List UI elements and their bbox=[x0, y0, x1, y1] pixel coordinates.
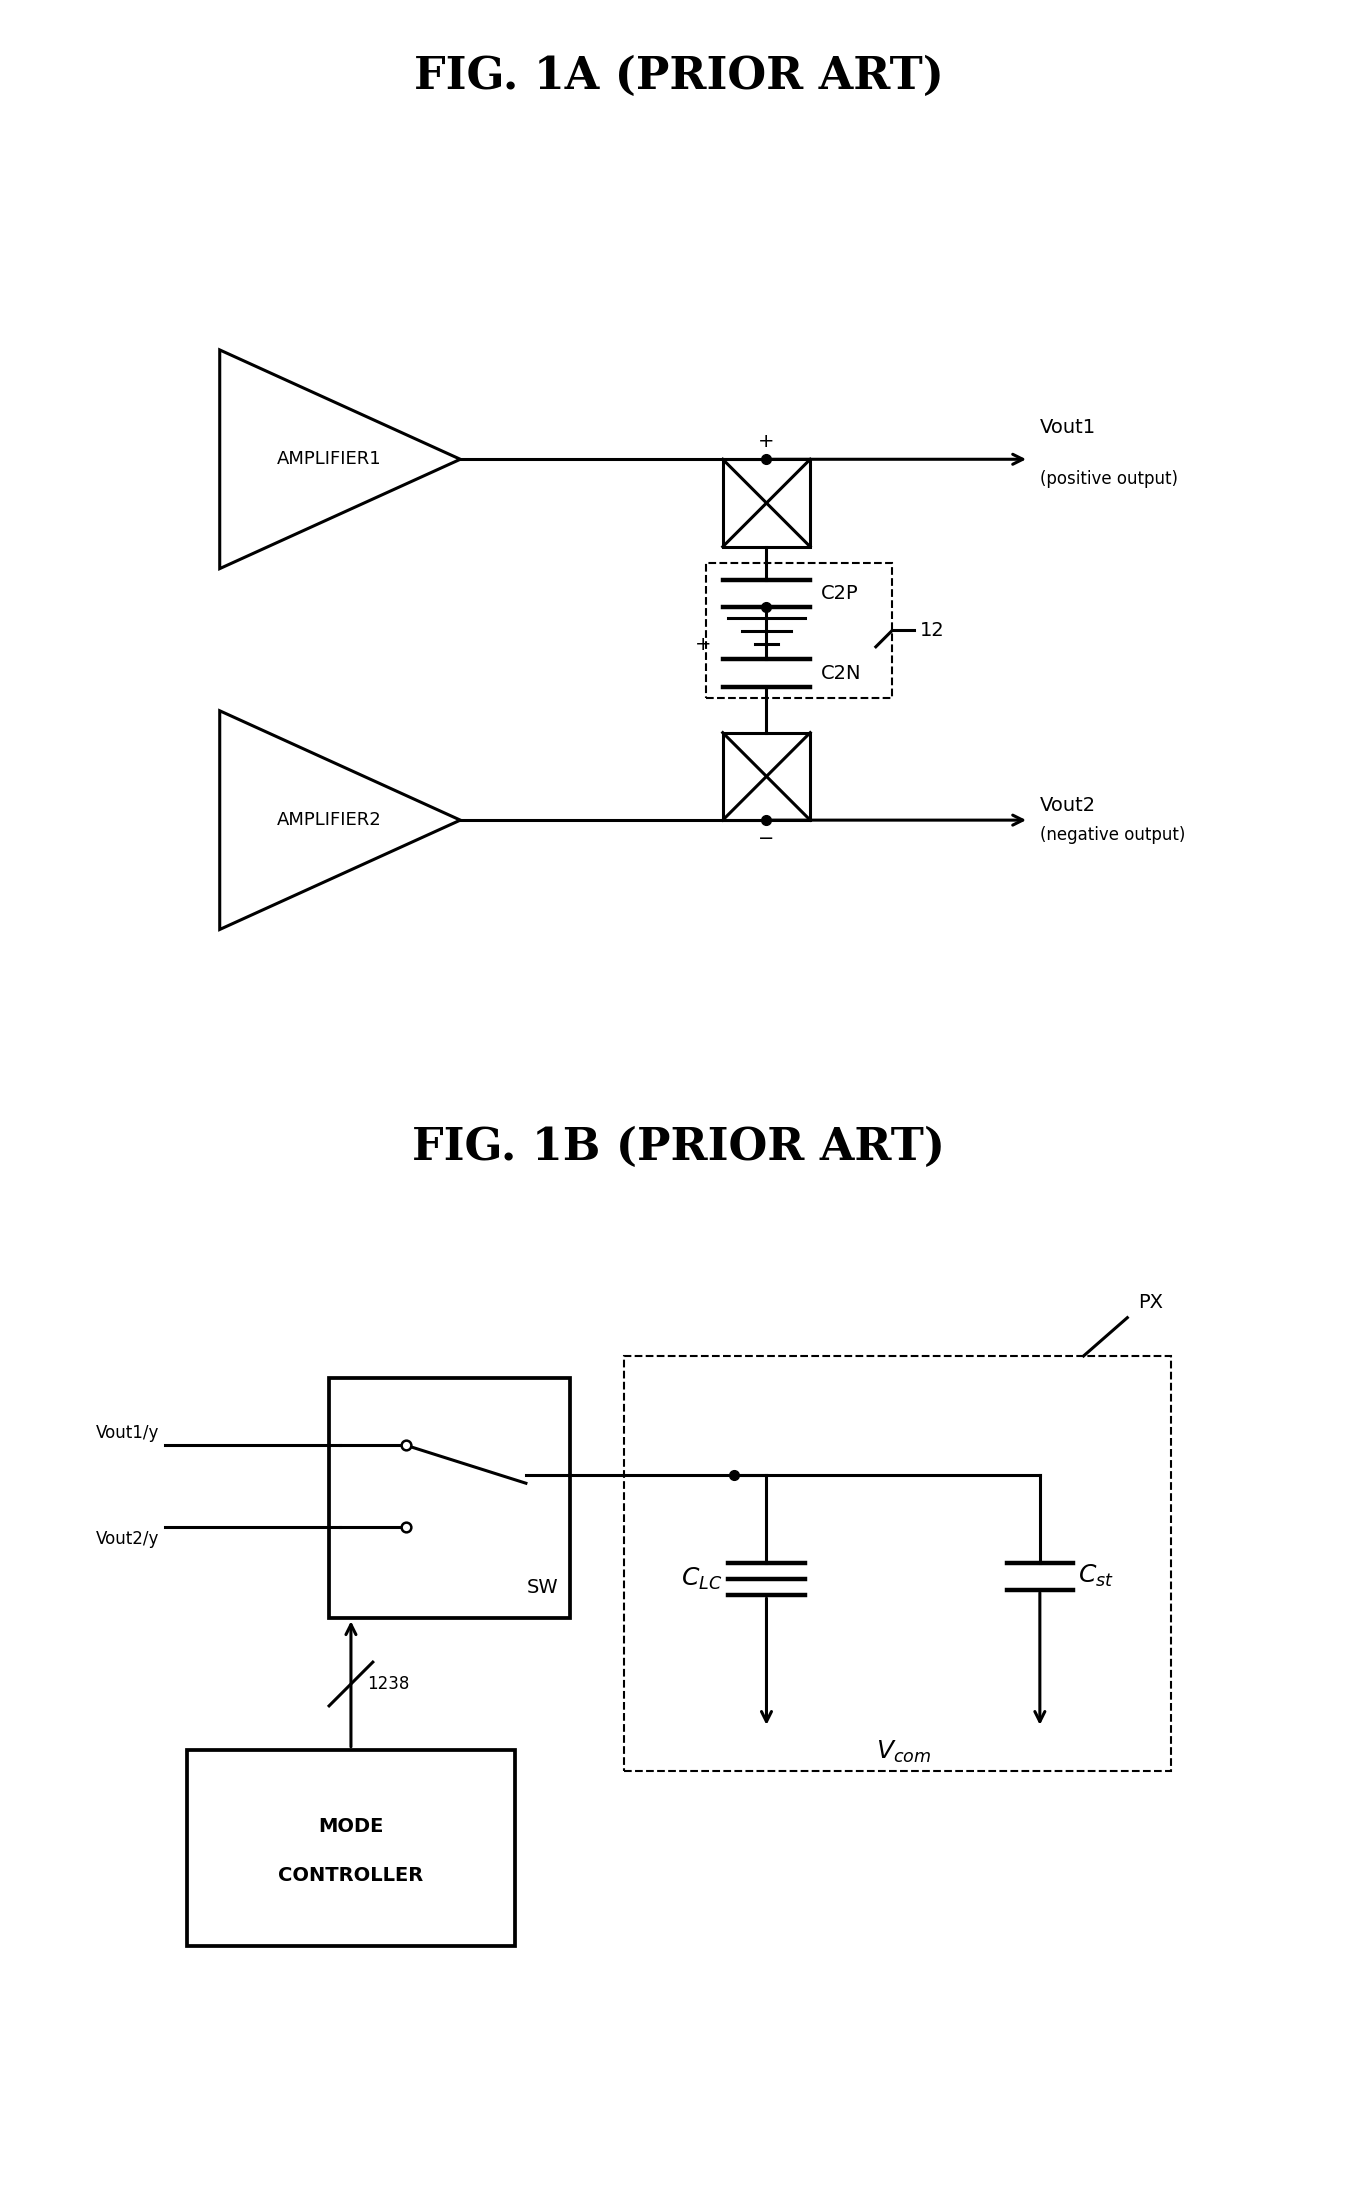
Text: AMPLIFIER2: AMPLIFIER2 bbox=[277, 811, 382, 829]
Bar bbox=[329, 1378, 569, 1618]
Text: (negative output): (negative output) bbox=[1040, 827, 1186, 844]
Text: $V_{com}$: $V_{com}$ bbox=[876, 1739, 930, 1765]
Bar bbox=[187, 1750, 515, 1946]
Text: MODE: MODE bbox=[318, 1817, 384, 1835]
Text: FIG. 1B (PRIOR ART): FIG. 1B (PRIOR ART) bbox=[413, 1126, 945, 1170]
Text: $C_{st}$: $C_{st}$ bbox=[1078, 1564, 1114, 1590]
Text: AMPLIFIER1: AMPLIFIER1 bbox=[277, 451, 382, 468]
Text: C2P: C2P bbox=[822, 584, 858, 604]
Bar bbox=[722, 459, 811, 547]
Text: SW: SW bbox=[527, 1577, 558, 1597]
Text: 1238: 1238 bbox=[368, 1675, 410, 1693]
Bar bbox=[625, 1356, 1171, 1771]
Text: PX: PX bbox=[1138, 1293, 1164, 1312]
Bar bbox=[722, 733, 811, 820]
Text: 12: 12 bbox=[919, 621, 944, 641]
Text: C2N: C2N bbox=[822, 663, 862, 682]
Text: Vout1: Vout1 bbox=[1040, 418, 1096, 437]
Text: Vout1/y: Vout1/y bbox=[96, 1424, 160, 1441]
Text: Vout2/y: Vout2/y bbox=[96, 1531, 160, 1548]
Text: Vout2: Vout2 bbox=[1040, 796, 1096, 816]
Text: (positive output): (positive output) bbox=[1040, 470, 1177, 488]
Bar bbox=[706, 562, 892, 698]
Text: −: − bbox=[758, 829, 774, 849]
Text: $C_{LC}$: $C_{LC}$ bbox=[682, 1566, 722, 1592]
Text: +: + bbox=[758, 431, 774, 451]
Text: +: + bbox=[695, 634, 712, 654]
Text: CONTROLLER: CONTROLLER bbox=[278, 1866, 424, 1885]
Text: FIG. 1A (PRIOR ART): FIG. 1A (PRIOR ART) bbox=[414, 55, 944, 98]
